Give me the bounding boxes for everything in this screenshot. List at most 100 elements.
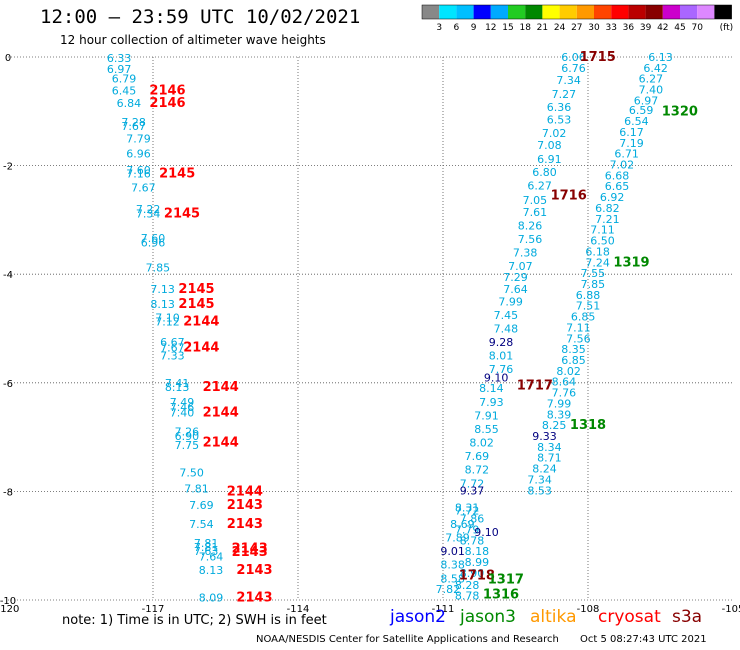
data-label: 6.96 [141,237,166,250]
colorbar-swatch [456,5,474,19]
data-label: 7.72 [460,477,485,490]
data-label: 6.96 [126,148,151,161]
data-label: 6.85 [571,311,596,324]
data-label: 6.84 [117,97,142,110]
colorbar-label: 12 [485,23,496,33]
data-label: 8.09 [199,591,224,604]
x-tick-label: -117 [142,604,165,615]
data-label: 2146 [149,96,185,111]
colorbar-swatch [714,5,732,19]
colorbar-label: 36 [623,23,635,33]
y-tick-label: 0 [5,53,11,64]
data-label: 7.89 [445,532,470,545]
data-label: 7.60 [126,164,151,177]
y-tick-label: -2 [3,162,13,173]
data-label: 2145 [178,297,214,312]
colorbar-swatch [439,5,457,19]
data-label: 8.13 [165,381,190,394]
legend-jason2: jason2 [390,607,446,627]
colorbar-label: 70 [691,23,703,33]
data-label: 6.17 [619,126,644,139]
data-label: 7.38 [513,246,538,259]
data-label: 2143 [227,517,263,532]
data-label: 8.18 [465,545,490,558]
data-label: 7.72 [455,504,480,517]
data-label: 6.59 [629,104,654,117]
colorbar-swatch [576,5,594,19]
data-label: 6.27 [527,180,552,193]
data-label: 7.99 [498,295,523,308]
data-label: 8.25 [542,419,567,432]
data-label: 1718 [459,569,495,584]
data-label: 7.69 [189,499,214,512]
y-tick-label: -4 [3,270,13,281]
data-label: 7.45 [494,309,519,322]
data-labels: 6.336.976.796.456.847.287.677.796.967.60… [107,50,698,605]
data-label: 7.76 [552,387,577,400]
data-label: 2146 [149,84,185,99]
data-label: 7.67 [160,342,185,355]
data-label: 7.10 [155,312,180,325]
data-label: 9.10 [484,371,509,384]
data-label: 2145 [159,167,195,182]
data-label: 7.33 [160,350,185,363]
axis-ticks: -120 -117 -114 -111 -108 -105 0 -2 -4 -6 -8 -10 [0,53,740,615]
data-label: 8.14 [479,382,504,395]
data-label: 2144 [203,380,239,395]
data-label: 6.88 [576,289,601,302]
colorbar-label: 39 [640,23,652,33]
data-label: 8.78 [460,534,485,547]
colorbar-swatch [559,5,577,19]
data-label: 6.33 [107,52,132,65]
data-label: 6.85 [561,354,586,367]
x-tick-label: -114 [287,604,310,615]
colorbar-label: 24 [554,23,566,33]
data-label: 7.75 [175,439,200,452]
data-label: 6.06 [561,51,586,64]
data-label: 8.64 [552,376,577,389]
data-label: 7.79 [126,132,151,145]
x-tick-label: -105 [722,604,740,615]
data-label: 7.81 [194,541,219,554]
data-label: 8.35 [561,343,586,356]
data-label: 1716 [551,188,587,203]
colorbar-swatch [628,5,646,19]
colorbar-swatch [680,5,698,19]
data-label: 6.68 [605,169,630,182]
data-label: 6.79 [112,73,137,86]
data-label: 7.48 [494,323,519,336]
colorbar-swatch [473,5,491,19]
colorbar-swatch [645,5,663,19]
data-label: 7.50 [179,466,204,479]
colorbar-label: 45 [674,23,685,33]
data-label: 8.72 [465,464,490,477]
legend-jason3: jason3 [460,607,516,627]
data-label: 2143 [232,545,268,560]
data-label: 7.69 [465,450,490,463]
data-label: 7.81 [194,537,219,550]
data-label: 7.40 [170,407,195,420]
data-label: 2145 [164,206,200,221]
data-label: 8.26 [518,219,543,232]
footer-credit: NOAA/NESDIS Center for Satellite Applica… [256,634,559,645]
data-label: 2143 [236,590,272,605]
data-label: 1317 [488,572,524,587]
data-label: 6.65 [605,180,630,193]
data-label: 6.71 [614,148,639,161]
colorbar-label: 9 [471,23,477,33]
data-label: 7.76 [489,363,514,376]
data-label: 7.56 [566,332,591,345]
data-label: 7.29 [503,271,528,284]
data-label: 1318 [570,418,606,433]
data-label: 8.13 [150,298,175,311]
data-label: 8.28 [455,579,480,592]
data-label: 6.13 [648,51,673,64]
data-label: 8.69 [450,518,475,531]
colorbar-label: 30 [588,23,600,33]
data-label: 1320 [662,104,698,119]
data-label: 7.60 [141,232,166,245]
data-label: 7.46 [170,401,195,414]
colorbar-label: 42 [657,23,668,33]
data-label: 7.05 [523,194,548,207]
data-label: 7.51 [576,300,601,313]
